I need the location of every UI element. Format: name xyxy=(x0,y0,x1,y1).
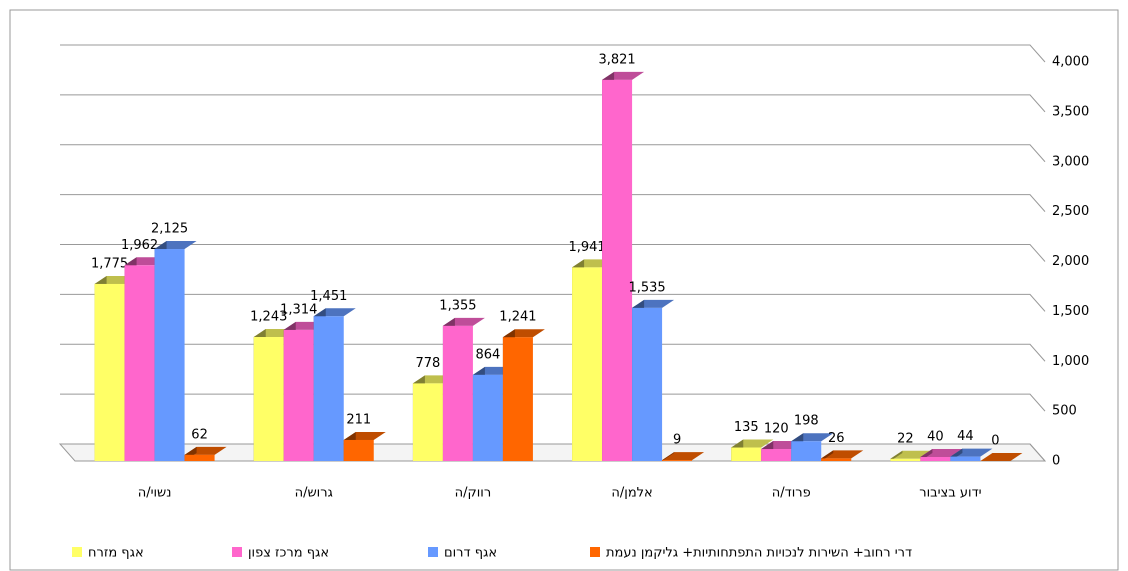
y-tick-label: 0 xyxy=(1052,454,1060,469)
legend-label: דרי רחוב+ השירות לנכויות התפתחותיות+ גלי… xyxy=(606,546,912,561)
bar xyxy=(731,447,762,461)
y-tick-label: 500 xyxy=(1052,404,1077,419)
y-tick-label: 3,500 xyxy=(1052,104,1089,119)
data-label: 1,451 xyxy=(310,289,347,304)
grid-line xyxy=(60,343,1046,362)
grid-line xyxy=(60,94,1046,113)
bar-top xyxy=(662,452,705,461)
x-tick-label: רווק/ה xyxy=(455,486,492,501)
bar xyxy=(184,454,215,461)
data-label: 1,941 xyxy=(568,240,605,255)
bar xyxy=(412,383,443,461)
data-label: 135 xyxy=(734,420,759,435)
bar xyxy=(950,456,981,461)
legend-swatch xyxy=(428,547,438,557)
bar-side xyxy=(821,450,834,461)
bar xyxy=(920,457,951,461)
y-tick-label: 3,000 xyxy=(1052,154,1089,169)
data-label: 1,775 xyxy=(91,256,128,271)
data-label: 120 xyxy=(764,422,789,437)
bar xyxy=(343,439,374,461)
y-tick-label: 1,500 xyxy=(1052,304,1089,319)
bar xyxy=(442,325,473,461)
bar-top xyxy=(980,453,1023,461)
data-label: 26 xyxy=(828,431,845,446)
bar xyxy=(761,449,792,461)
data-label: 211 xyxy=(346,412,371,427)
data-label: 44 xyxy=(957,429,974,444)
data-label: 22 xyxy=(897,431,914,446)
bar-side xyxy=(662,452,675,461)
y-tick-label: 4,000 xyxy=(1052,55,1089,70)
data-label: 778 xyxy=(416,356,441,371)
data-label: 3,821 xyxy=(598,52,635,67)
bar xyxy=(253,337,284,461)
bar xyxy=(572,267,603,461)
x-tick-label: גרוש/ה xyxy=(295,486,333,501)
legend-swatch xyxy=(232,547,242,557)
bar xyxy=(502,337,533,461)
bar xyxy=(602,79,633,461)
bar xyxy=(283,329,314,461)
data-label: 1,962 xyxy=(121,238,158,253)
data-label: 1,535 xyxy=(628,280,665,295)
grid-line xyxy=(60,244,1046,262)
data-label: 40 xyxy=(927,430,944,445)
grid-line xyxy=(60,393,1046,412)
data-label: 1,314 xyxy=(280,302,317,317)
bar xyxy=(632,307,663,461)
bar xyxy=(821,458,852,461)
bar-side xyxy=(890,450,903,461)
y-tick-label: 1,000 xyxy=(1052,354,1089,369)
grid-line xyxy=(60,144,1046,163)
data-label: 1,241 xyxy=(499,310,536,325)
y-tick-label: 2,500 xyxy=(1052,204,1089,219)
data-label: 198 xyxy=(794,414,819,429)
data-label: 1,243 xyxy=(250,310,287,325)
data-label: 2,125 xyxy=(151,222,188,237)
data-label: 62 xyxy=(191,427,208,442)
bar xyxy=(124,265,155,461)
legend-label: אגף מרכז צפון xyxy=(248,546,329,561)
legend-swatch xyxy=(590,547,600,557)
grid-line xyxy=(60,44,1046,63)
x-tick-label: פרוד/ה xyxy=(772,486,811,501)
chart-frame xyxy=(9,9,1119,571)
bar xyxy=(154,249,185,461)
legend-label: אגף מזרח xyxy=(88,546,144,561)
bar xyxy=(472,374,503,461)
legend-label: אגף דרום xyxy=(444,546,497,561)
data-label: 0 xyxy=(991,434,999,449)
x-tick-label: נשוי/ה xyxy=(138,486,172,501)
bar xyxy=(791,441,822,461)
legend-swatch xyxy=(72,547,82,557)
x-tick-label: ידוע בציבור xyxy=(919,486,981,501)
bar xyxy=(662,460,693,461)
bar xyxy=(94,283,125,461)
x-tick-label: אלמן/ה xyxy=(611,486,652,501)
y-tick-label: 2,000 xyxy=(1052,254,1089,269)
grid-line xyxy=(60,293,1046,312)
grid-line xyxy=(60,194,1046,212)
data-label: 1,355 xyxy=(439,298,476,313)
grid-line xyxy=(60,443,1046,462)
data-label: 864 xyxy=(476,347,501,362)
bar xyxy=(890,458,921,461)
bar xyxy=(313,316,344,461)
data-label: 9 xyxy=(673,433,681,448)
